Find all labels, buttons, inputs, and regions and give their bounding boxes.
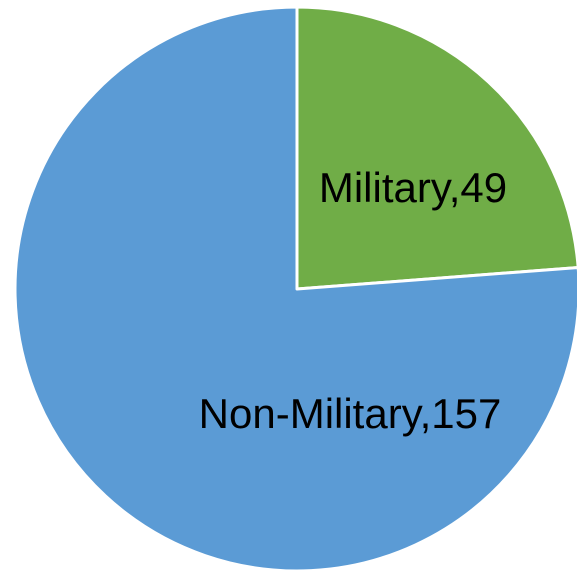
pie-slice-military (295, 5, 577, 291)
data-label-military: Military,49 (319, 164, 507, 211)
pie-slices (13, 5, 577, 570)
pie-slice-non-military (13, 5, 577, 570)
data-label-non-military: Non-Military,157 (199, 390, 502, 437)
pie-data-labels: Military,49 Non-Military,157 (199, 164, 507, 437)
